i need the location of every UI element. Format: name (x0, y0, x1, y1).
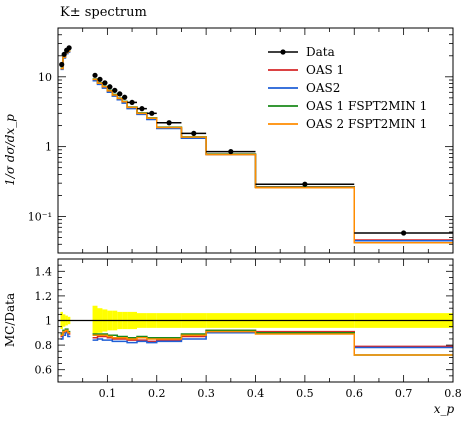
data-point (228, 148, 234, 155)
ratio-y-tick-label: 1.2 (35, 290, 53, 303)
x-tick-label: 0.8 (444, 387, 462, 400)
x-tick-label: 0.1 (99, 387, 117, 400)
ratio-y-tick-label: 0.8 (35, 339, 53, 352)
ratio-y-tick-label: 1 (45, 315, 52, 328)
data-point (122, 94, 128, 100)
y-tick-label: 10⁻¹ (28, 210, 52, 223)
data-point (97, 76, 103, 82)
legend-data-marker (280, 49, 286, 55)
data-point (61, 51, 67, 57)
series-line-oas-1 (60, 50, 453, 241)
data-point (302, 181, 308, 187)
data-point (166, 120, 172, 126)
ratio-y-axis-label: MC/Data (3, 293, 17, 347)
ratio-line-oas-2-fspt2min-1 (60, 329, 453, 356)
ratio-y-tick-label: 0.6 (35, 364, 53, 377)
x-tick-label: 0.7 (395, 387, 413, 400)
x-tick-label: 0.6 (346, 387, 364, 400)
y-axis-label: 1/σ dσ/dx_p (3, 114, 17, 186)
series-line-oas-1-fspt2min-1 (60, 50, 453, 244)
ratio-plot: 0.1 0.2 0.3 0.4 0.5 0.6 0.7 0.8 0.6 0.8 1 1.2 1.4 (35, 258, 462, 400)
data-point (401, 230, 407, 236)
series-line-oas2 (60, 51, 453, 242)
data-point (59, 61, 65, 68)
data-point (66, 45, 72, 51)
x-axis-label: x_p (434, 402, 455, 416)
legend-label: OAS 1 (306, 63, 344, 77)
y-tick-label: 10 (38, 71, 52, 84)
data-point (107, 84, 113, 90)
data-point (129, 99, 135, 106)
data-point (149, 110, 155, 116)
x-tick-label: 0.3 (197, 387, 215, 400)
series-line-oas-2-fspt2min-1 (60, 50, 453, 244)
data-point (102, 80, 108, 86)
data-point (112, 87, 118, 93)
legend-label: OAS 1 FSPT2MIN 1 (306, 99, 427, 113)
legend-label: OAS 2 FSPT2MIN 1 (306, 117, 427, 131)
x-tick-label: 0.4 (247, 387, 265, 400)
data-point (92, 72, 98, 78)
legend-label: OAS2 (306, 81, 340, 95)
main-plot-frame (57, 27, 454, 254)
legend-label: Data (306, 45, 335, 59)
data-point (139, 106, 145, 112)
x-tick-label: 0.2 (148, 387, 166, 400)
y-tick-label: 1 (45, 141, 52, 154)
chart-title: K± spectrum (60, 5, 147, 20)
ratio-line-oas2 (60, 332, 453, 349)
ratio-y-tick-label: 1.4 (35, 265, 53, 278)
data-point (191, 130, 197, 136)
data-point (117, 91, 123, 97)
legend: Data OAS 1 OAS2 OAS 1 FSPT2MIN 1 OAS 2 FSPT2… (268, 45, 427, 131)
main-plot: 10⁻¹ 1 10 (28, 27, 454, 382)
x-tick-label: 0.5 (296, 387, 314, 400)
